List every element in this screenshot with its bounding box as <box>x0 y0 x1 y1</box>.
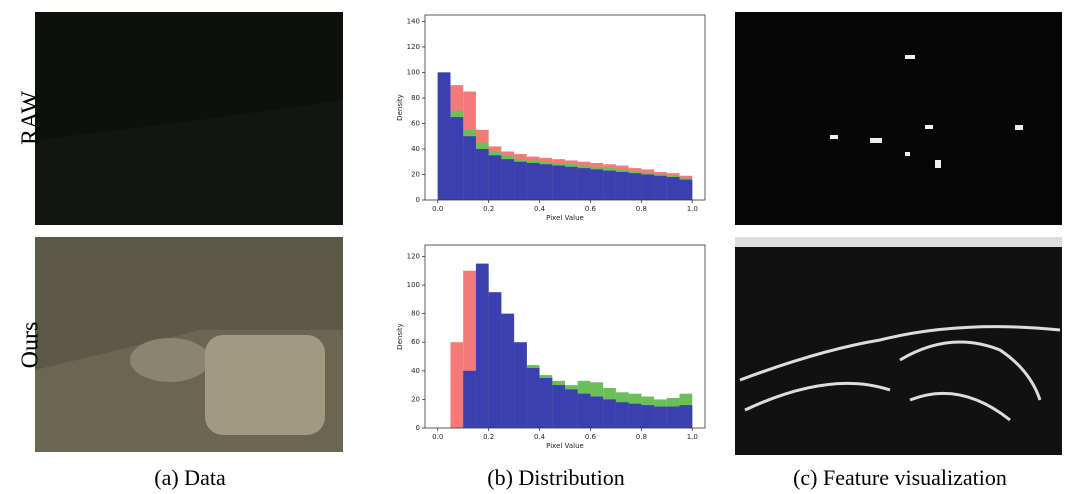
x-tick-label: 0.2 <box>483 433 494 441</box>
plot-frame <box>424 244 706 429</box>
x-axis-label: Pixel Value <box>546 442 584 450</box>
histogram-bar <box>437 72 451 200</box>
histogram-bar <box>539 377 553 428</box>
x-tick-label: 1.0 <box>687 433 698 441</box>
histogram-bar <box>526 163 540 200</box>
x-tick-label: 0.6 <box>585 433 597 441</box>
y-tick-label: 40 <box>411 367 420 375</box>
y-tick-label: 20 <box>411 395 420 403</box>
ours-image-car <box>205 335 325 435</box>
caption: (a) Data <box>154 465 226 490</box>
x-tick-label: 0.0 <box>432 433 443 441</box>
row-label: RAW <box>18 91 44 145</box>
caption: (c) Feature visualization <box>793 465 1007 490</box>
histogram-bar <box>590 169 604 200</box>
histogram-bar <box>552 385 565 428</box>
y-tick-label: 140 <box>407 17 420 25</box>
histogram-bar <box>666 406 680 428</box>
raw-feature-image <box>735 12 1062 225</box>
histogram-bar <box>526 367 540 428</box>
histogram-bar <box>641 174 655 200</box>
x-tick-label: 1.0 <box>687 205 698 213</box>
x-axis-label: Pixel Value <box>546 214 584 222</box>
histogram-bar <box>539 164 553 200</box>
histogram-bar <box>577 168 591 200</box>
histogram-bar <box>603 399 616 428</box>
y-tick-label: 80 <box>411 94 420 102</box>
x-tick-label: 0.6 <box>585 205 597 213</box>
raw-image-road <box>35 100 343 225</box>
histogram-bar <box>679 405 693 428</box>
ours-image-car <box>130 338 210 382</box>
x-tick-label: 0.2 <box>483 205 494 213</box>
histogram-bar <box>501 159 515 200</box>
histogram-bar <box>552 165 565 200</box>
histogram-bar <box>565 389 578 428</box>
histogram-bar <box>565 166 578 200</box>
histogram-bar <box>615 402 629 428</box>
feature-band <box>735 237 1062 247</box>
histogram-bar <box>628 403 642 428</box>
histogram-bar <box>488 155 502 200</box>
histogram-bar <box>679 179 693 200</box>
histogram-bar <box>514 161 527 200</box>
y-tick-label: 80 <box>411 310 420 318</box>
plot-frame <box>424 14 706 201</box>
y-tick-label: 60 <box>411 119 420 127</box>
y-tick-label: 20 <box>411 170 420 178</box>
histogram-bar <box>654 175 667 200</box>
histogram-bar <box>641 405 655 428</box>
x-tick-label: 0.8 <box>636 433 647 441</box>
x-tick-label: 0.8 <box>636 205 647 213</box>
histogram-bar <box>615 171 629 200</box>
y-tick-label: 100 <box>407 68 420 76</box>
histogram-bar <box>450 342 464 428</box>
y-tick-label: 100 <box>407 281 420 289</box>
ours-feature-image <box>735 237 1062 455</box>
y-tick-label: 0 <box>416 424 420 432</box>
feature-edges <box>739 325 1061 422</box>
histogram-bar <box>603 170 616 200</box>
histogram-bar <box>463 136 476 200</box>
histogram-bar <box>475 263 489 428</box>
x-tick-label: 0.4 <box>534 205 546 213</box>
histogram-bar <box>514 342 527 428</box>
x-tick-label: 0.4 <box>534 433 546 441</box>
histogram-bar <box>463 370 476 428</box>
y-tick-label: 120 <box>407 43 420 51</box>
histogram-bar <box>450 117 464 200</box>
y-axis-label: Density <box>396 94 404 121</box>
histogram-bar <box>654 406 667 428</box>
histogram-bar <box>488 292 502 428</box>
histogram-bar <box>577 393 591 428</box>
histogram-bar <box>590 396 604 428</box>
y-tick-label: 120 <box>407 252 420 260</box>
caption: (b) Distribution <box>487 465 625 490</box>
x-tick-label: 0.0 <box>432 205 443 213</box>
histogram-bar <box>666 177 680 200</box>
histogram-bar <box>501 313 515 428</box>
y-tick-label: 60 <box>411 338 420 346</box>
feature-spots <box>830 55 1023 168</box>
y-axis-label: Density <box>396 323 404 350</box>
y-tick-label: 40 <box>411 145 420 153</box>
histogram-bar <box>628 173 642 200</box>
row-label: Ours <box>18 322 44 369</box>
y-tick-label: 0 <box>416 196 420 204</box>
histogram-bar <box>475 148 489 200</box>
